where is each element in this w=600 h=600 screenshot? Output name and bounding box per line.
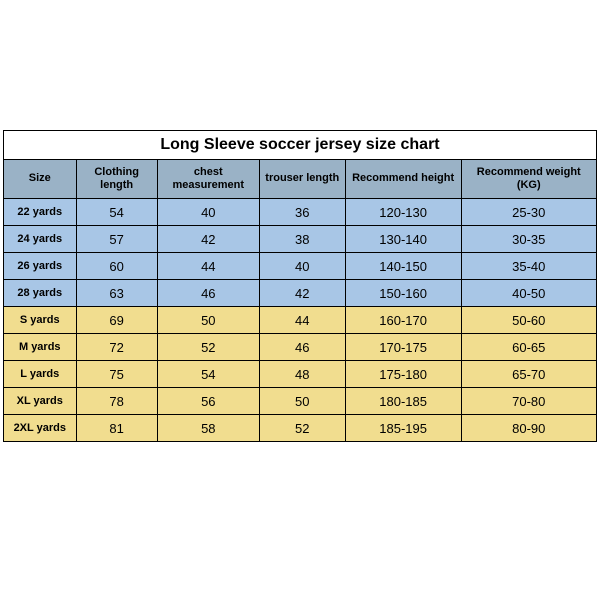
value-cell: 150-160 — [345, 280, 461, 307]
value-cell: 38 — [259, 226, 345, 253]
value-cell: 140-150 — [345, 253, 461, 280]
value-cell: 36 — [259, 199, 345, 226]
value-cell: 40 — [157, 199, 259, 226]
value-cell: 42 — [157, 226, 259, 253]
value-cell: 52 — [259, 415, 345, 442]
size-chart-table: Long Sleeve soccer jersey size chart Siz… — [3, 130, 597, 442]
value-cell: 60-65 — [461, 334, 597, 361]
value-cell: 130-140 — [345, 226, 461, 253]
value-cell: 81 — [76, 415, 157, 442]
size-cell: XL yards — [4, 388, 77, 415]
value-cell: 185-195 — [345, 415, 461, 442]
value-cell: 75 — [76, 361, 157, 388]
value-cell: 180-185 — [345, 388, 461, 415]
header-row: Size Clothing length chest measurement t… — [4, 160, 597, 199]
value-cell: 44 — [259, 307, 345, 334]
table-row: 28 yards634642150-16040-50 — [4, 280, 597, 307]
table-row: 2XL yards815852185-19580-90 — [4, 415, 597, 442]
value-cell: 54 — [76, 199, 157, 226]
size-cell: 26 yards — [4, 253, 77, 280]
value-cell: 63 — [76, 280, 157, 307]
value-cell: 57 — [76, 226, 157, 253]
value-cell: 78 — [76, 388, 157, 415]
value-cell: 40-50 — [461, 280, 597, 307]
value-cell: 35-40 — [461, 253, 597, 280]
col-trouser: trouser length — [259, 160, 345, 199]
value-cell: 170-175 — [345, 334, 461, 361]
value-cell: 46 — [157, 280, 259, 307]
size-cell: M yards — [4, 334, 77, 361]
value-cell: 25-30 — [461, 199, 597, 226]
value-cell: 54 — [157, 361, 259, 388]
value-cell: 120-130 — [345, 199, 461, 226]
size-cell: S yards — [4, 307, 77, 334]
col-length: Clothing length — [76, 160, 157, 199]
value-cell: 80-90 — [461, 415, 597, 442]
col-chest: chest measurement — [157, 160, 259, 199]
table-row: 24 yards574238130-14030-35 — [4, 226, 597, 253]
value-cell: 65-70 — [461, 361, 597, 388]
size-cell: 24 yards — [4, 226, 77, 253]
table-title: Long Sleeve soccer jersey size chart — [4, 131, 597, 160]
value-cell: 72 — [76, 334, 157, 361]
value-cell: 42 — [259, 280, 345, 307]
value-cell: 60 — [76, 253, 157, 280]
size-cell: 28 yards — [4, 280, 77, 307]
value-cell: 40 — [259, 253, 345, 280]
value-cell: 50-60 — [461, 307, 597, 334]
table-row: 26 yards604440140-15035-40 — [4, 253, 597, 280]
col-height: Recommend height — [345, 160, 461, 199]
value-cell: 50 — [259, 388, 345, 415]
value-cell: 58 — [157, 415, 259, 442]
value-cell: 70-80 — [461, 388, 597, 415]
table-row: M yards725246170-17560-65 — [4, 334, 597, 361]
table-row: S yards695044160-17050-60 — [4, 307, 597, 334]
value-cell: 175-180 — [345, 361, 461, 388]
table-row: XL yards785650180-18570-80 — [4, 388, 597, 415]
value-cell: 69 — [76, 307, 157, 334]
size-cell: L yards — [4, 361, 77, 388]
value-cell: 44 — [157, 253, 259, 280]
value-cell: 48 — [259, 361, 345, 388]
value-cell: 52 — [157, 334, 259, 361]
value-cell: 46 — [259, 334, 345, 361]
col-weight: Recommend weight (KG) — [461, 160, 597, 199]
table-row: L yards755448175-18065-70 — [4, 361, 597, 388]
value-cell: 30-35 — [461, 226, 597, 253]
table-row: 22 yards544036120-13025-30 — [4, 199, 597, 226]
value-cell: 50 — [157, 307, 259, 334]
size-cell: 22 yards — [4, 199, 77, 226]
value-cell: 160-170 — [345, 307, 461, 334]
table-body: 22 yards544036120-13025-3024 yards574238… — [4, 199, 597, 442]
col-size: Size — [4, 160, 77, 199]
value-cell: 56 — [157, 388, 259, 415]
size-cell: 2XL yards — [4, 415, 77, 442]
